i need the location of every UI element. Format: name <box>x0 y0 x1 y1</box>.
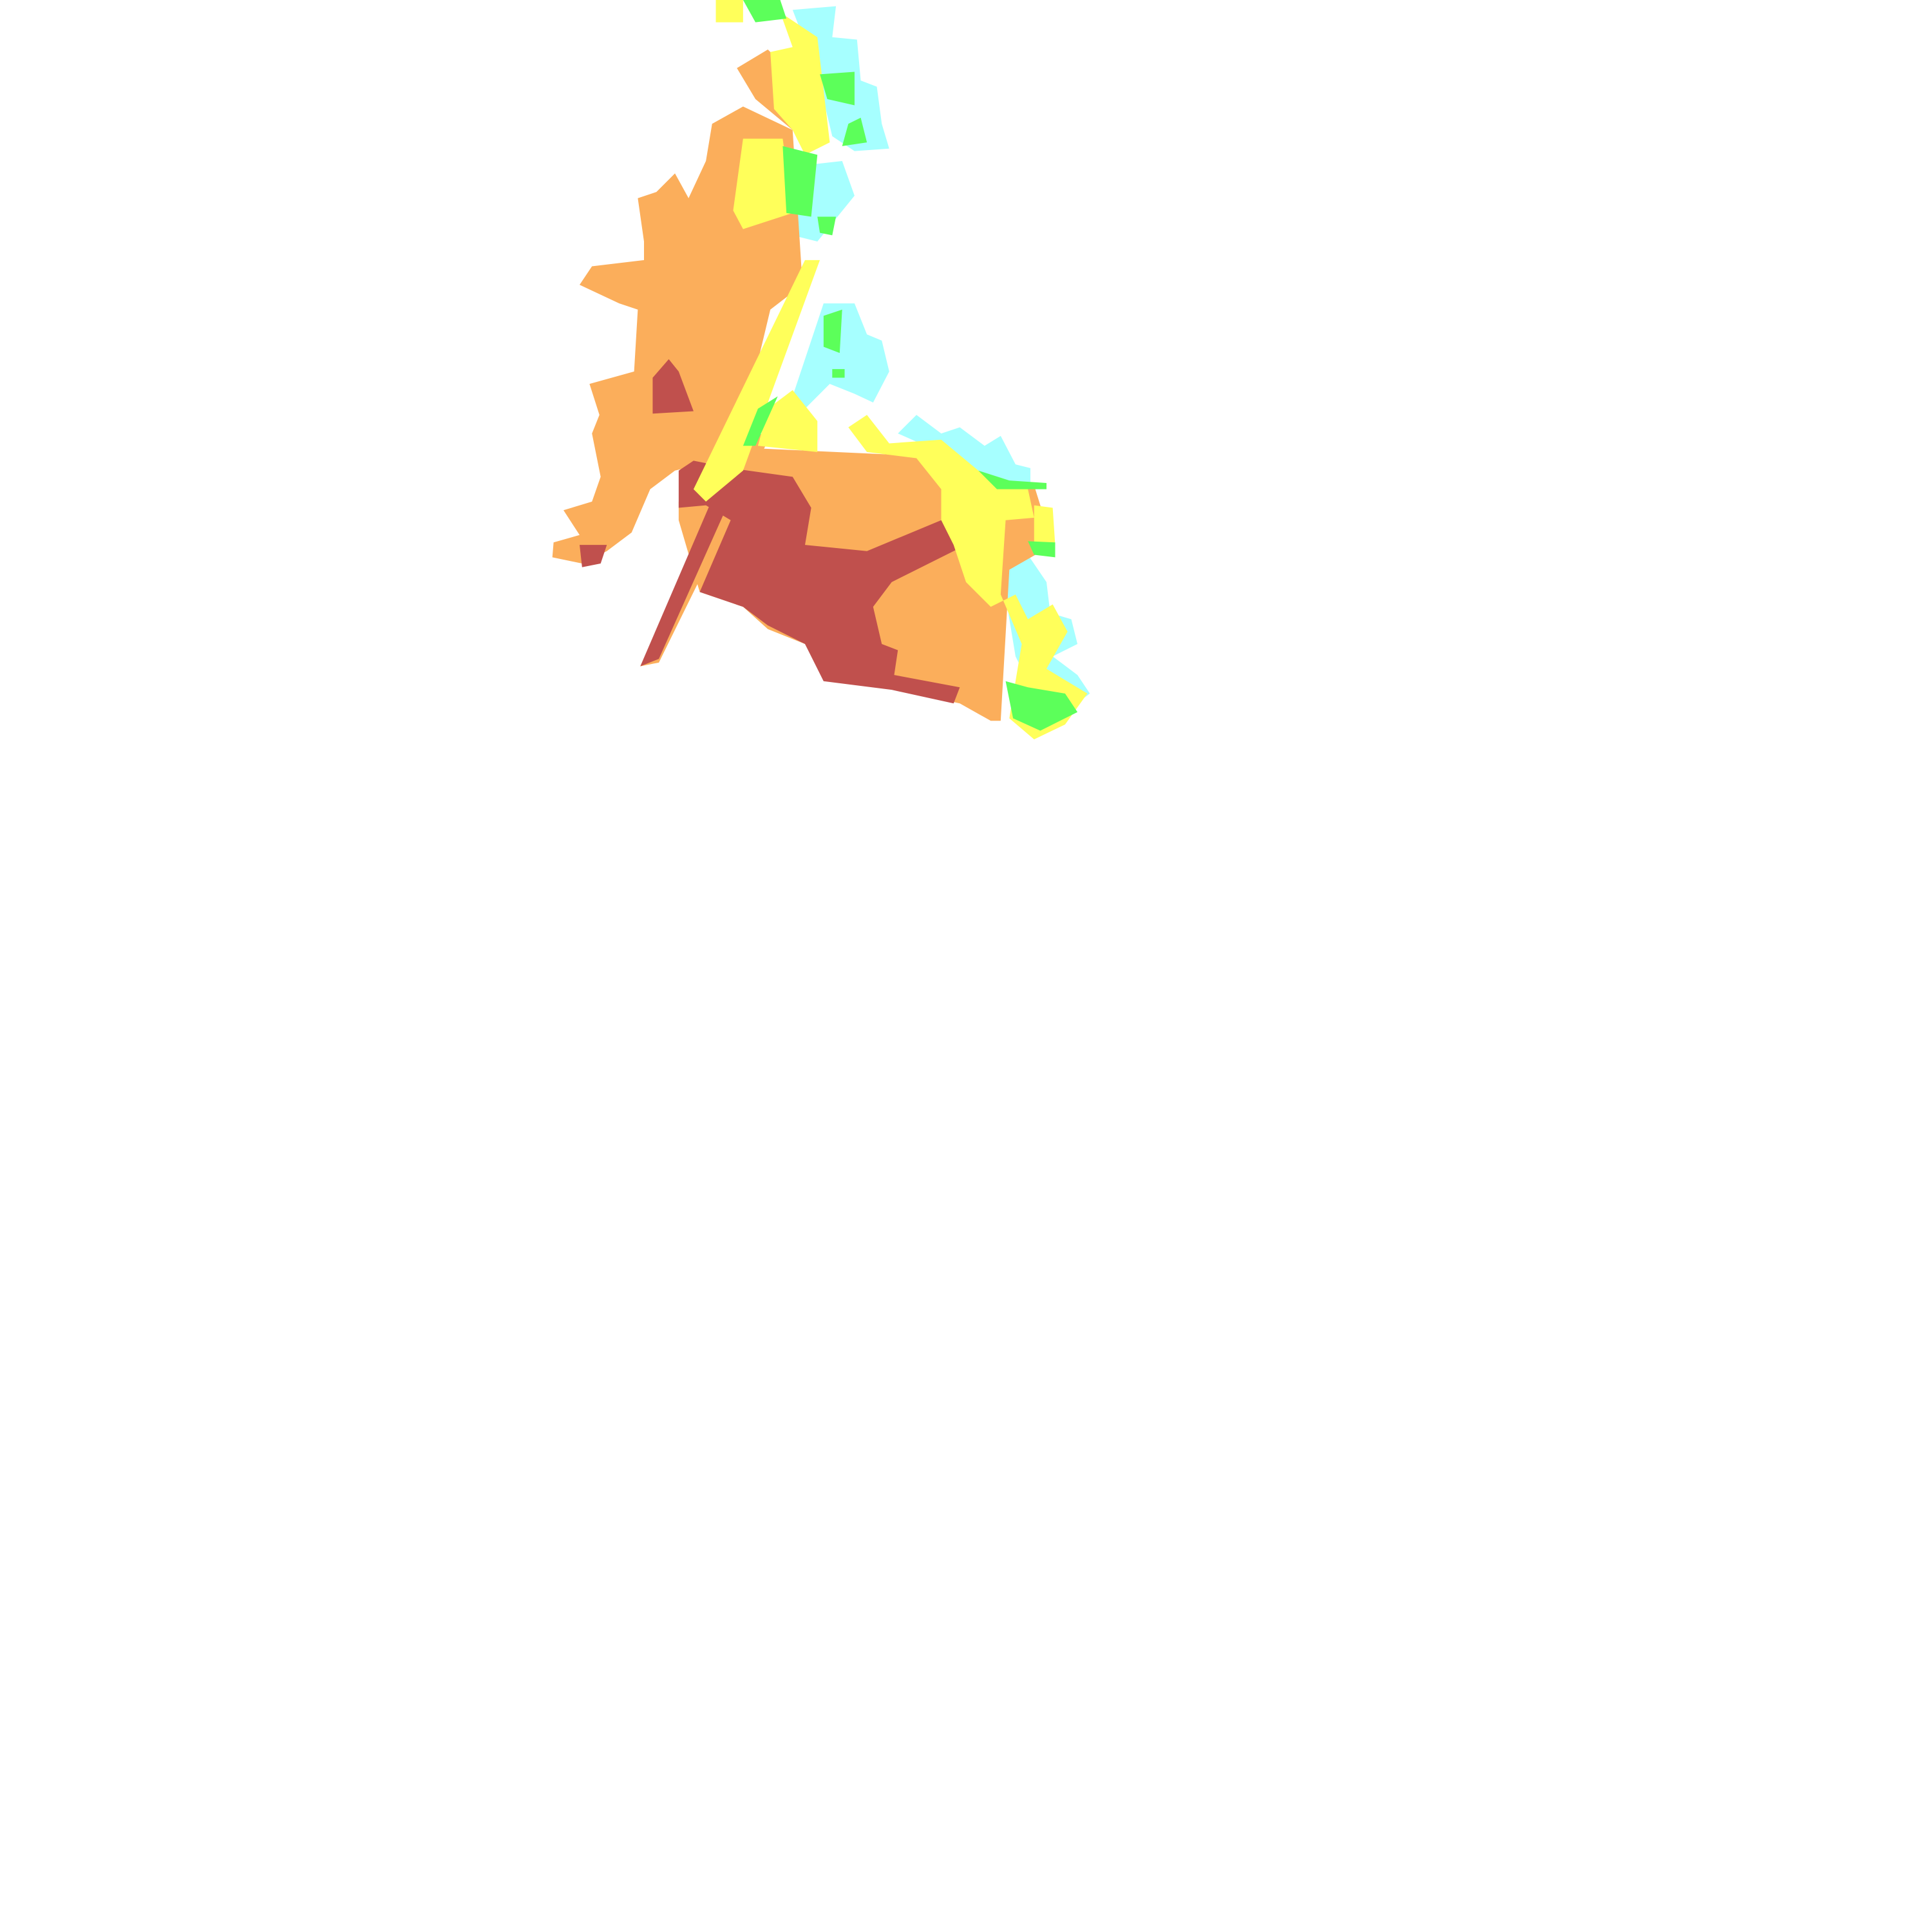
zone-medium-strip <box>693 260 820 502</box>
zone-low-e2 <box>832 369 845 378</box>
zone-layer-low <box>743 0 1078 731</box>
zone-low-strip <box>743 396 778 446</box>
zone-low-mid2 <box>817 216 837 236</box>
zone-highest-strip <box>640 470 743 667</box>
zone-medium-west <box>733 138 793 229</box>
zone-low-n3 <box>842 117 867 146</box>
zone-low-coast2 <box>978 470 1046 489</box>
zone-highest-east <box>678 460 966 704</box>
zone-medium-coast <box>848 415 1088 740</box>
zone-medium-north2 <box>770 12 830 155</box>
zone-highest-west <box>652 359 694 414</box>
zone-lowest-east <box>792 303 889 409</box>
zone-low-coast <box>1028 541 1056 558</box>
zone-medium-north <box>715 0 743 23</box>
zone-low-south <box>1005 681 1078 731</box>
zone-highest-sw <box>580 545 607 567</box>
zone-low-east <box>823 309 842 354</box>
zone-low-north <box>743 0 787 23</box>
zone-low-n2 <box>820 71 855 106</box>
zone-lowest-coast <box>898 415 1030 489</box>
zone-medium-edge <box>1034 505 1056 551</box>
zone-layer-medium <box>693 0 1088 740</box>
zone-low-mid <box>782 146 818 217</box>
zone-layer-highest <box>580 359 966 704</box>
